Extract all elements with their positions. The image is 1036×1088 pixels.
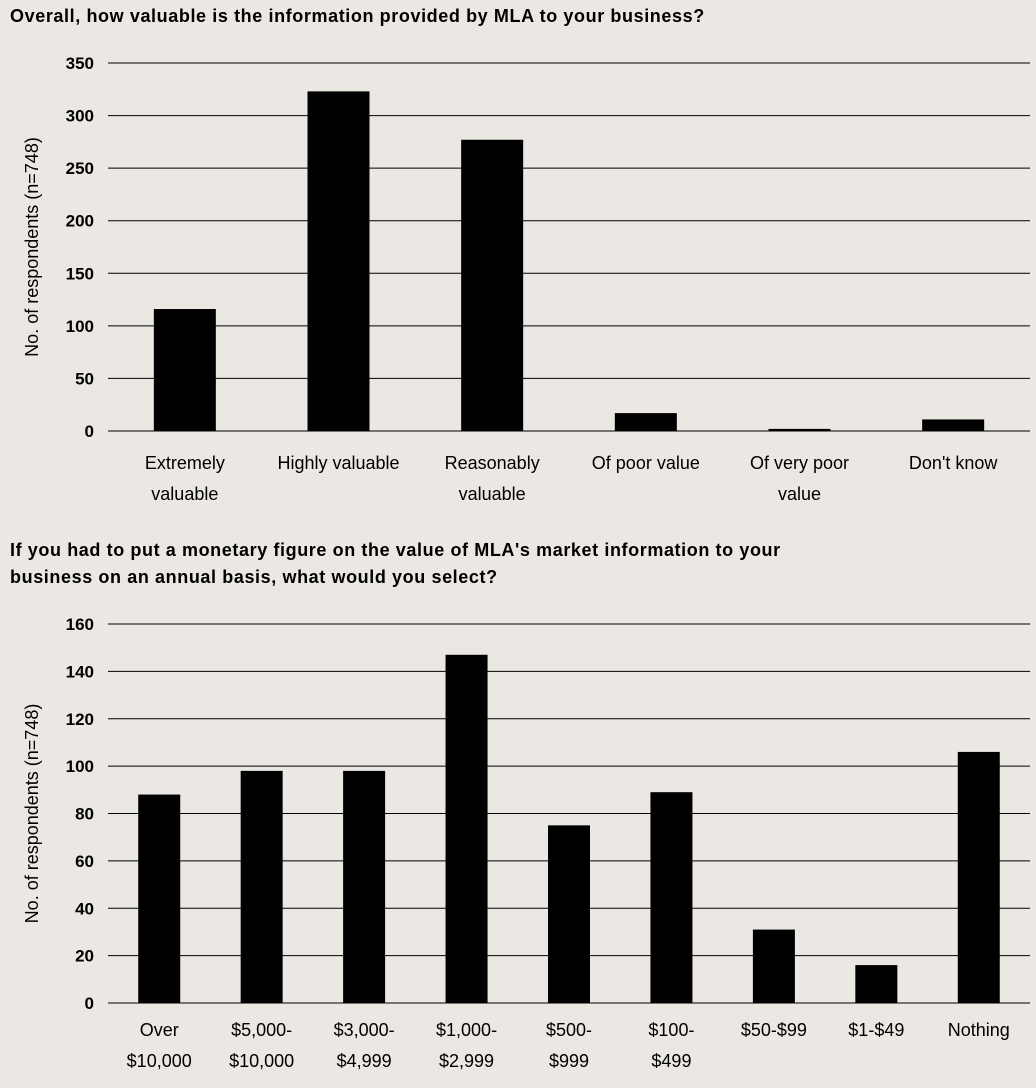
chart1-category-label-line: Reasonably <box>445 453 540 473</box>
chart1-bar <box>922 419 985 431</box>
chart1-category-label-line: Of poor value <box>592 453 700 473</box>
chart2-category-label-line: $500- <box>546 1020 592 1040</box>
chart2-bar <box>957 751 1000 1003</box>
chart1-category-label-line: valuable <box>151 484 218 504</box>
chart1-title: Overall, how valuable is the information… <box>10 6 705 26</box>
chart2-bar <box>855 965 898 1003</box>
chart1-bar <box>153 309 216 431</box>
chart2-bar <box>548 825 590 1003</box>
chart2-title-line2: business on an annual basis, what would … <box>10 567 498 587</box>
chart1-category-label: Don't know <box>909 453 998 473</box>
chart1-category-label: Of very poor value <box>750 453 849 504</box>
chart2-title-line1: If you had to put a monetary figure on t… <box>10 540 781 560</box>
chart2-y-tick-label: 120 <box>66 710 94 729</box>
chart2-category-label: Nothing <box>948 1020 1010 1040</box>
chart2-y-tick-label: 80 <box>75 805 94 824</box>
chart1-bar <box>768 428 831 431</box>
chart2-category-label: $100- $499 <box>648 1020 694 1071</box>
chart2-category-label-line: $999 <box>549 1051 589 1071</box>
chart1-category-label: Extremely valuable <box>145 453 225 504</box>
chart2-category-label: $3,000- $4,999 <box>334 1020 395 1071</box>
chart2-category-label: $500- $999 <box>546 1020 592 1071</box>
chart1-category-label: Of poor value <box>592 453 700 473</box>
chart2-y-tick-label: 0 <box>85 994 94 1013</box>
chart1-y-tick-label: 100 <box>66 317 94 336</box>
chart1-y-tick-label: 250 <box>66 159 94 178</box>
chart1-category-label-line: Extremely <box>145 453 225 473</box>
chart2-category-label-line: $10,000 <box>127 1051 192 1071</box>
chart1-category-label: Highly valuable <box>277 453 399 473</box>
chart1-y-tick-label: 50 <box>75 369 94 388</box>
chart1-bar <box>461 139 524 432</box>
chart2-category-label-line: $10,000 <box>229 1051 294 1071</box>
chart1-category-label-line: valuable <box>459 484 526 504</box>
chart2-y-tick-label: 140 <box>66 662 94 681</box>
chart2-category-label: $1-$49 <box>848 1020 904 1040</box>
chart1-category-label-line: Don't know <box>909 453 998 473</box>
chart2-category-label: $50-$99 <box>741 1020 807 1040</box>
chart1-category-label-line: Highly valuable <box>277 453 399 473</box>
chart2-category-label-line: Nothing <box>948 1020 1010 1040</box>
chart2-category-label-line: $4,999 <box>337 1051 392 1071</box>
chart1-bar <box>614 413 677 431</box>
chart1-bar <box>307 91 370 431</box>
chart2-category-label: $5,000- $10,000 <box>229 1020 294 1071</box>
chart2-bar <box>445 654 488 1003</box>
chart2-category-label-line: $1-$49 <box>848 1020 904 1040</box>
chart1-category-label: Reasonably valuable <box>445 453 540 504</box>
chart2-y-tick-label: 100 <box>66 757 94 776</box>
chart1-category-label-line: value <box>778 484 821 504</box>
chart2-bar <box>343 770 386 1003</box>
chart2-y-tick-label: 20 <box>75 947 94 966</box>
chart2-bar <box>752 929 795 1003</box>
chart2-y-tick-label: 60 <box>75 852 94 871</box>
chart1-y-tick-label: 150 <box>66 264 94 283</box>
chart2-category-label-line: $5,000- <box>231 1020 292 1040</box>
chart2-y-axis-label: No. of respondents (n=748) <box>22 704 42 924</box>
chart2-y-tick-label: 40 <box>75 899 94 918</box>
chart2-y-tick-label: 160 <box>66 615 94 634</box>
chart2-category-label-line: Over <box>140 1020 179 1040</box>
chart1-category-label-line: Of very poor <box>750 453 849 473</box>
chart2-category-label: $1,000- $2,999 <box>436 1020 497 1071</box>
chart2-category-label-line: $50-$99 <box>741 1020 807 1040</box>
chart1-y-tick-label: 200 <box>66 212 94 231</box>
chart2-bar <box>650 792 693 1003</box>
chart2-category-label-line: $3,000- <box>334 1020 395 1040</box>
chart2-category-label-line: $2,999 <box>439 1051 494 1071</box>
chart2-bar <box>138 794 181 1003</box>
chart1-y-tick-label: 0 <box>85 422 94 441</box>
chart2-category-label-line: $499 <box>651 1051 691 1071</box>
chart2-category-label-line: $1,000- <box>436 1020 497 1040</box>
chart1-y-tick-label: 300 <box>66 107 94 126</box>
chart2-category-label-line: $100- <box>648 1020 694 1040</box>
chart1-y-tick-label: 350 <box>66 54 94 73</box>
chart2-bar <box>240 770 283 1003</box>
chart1-y-axis-label: No. of respondents (n=748) <box>22 137 42 357</box>
chart2-category-label: Over $10,000 <box>127 1020 192 1071</box>
